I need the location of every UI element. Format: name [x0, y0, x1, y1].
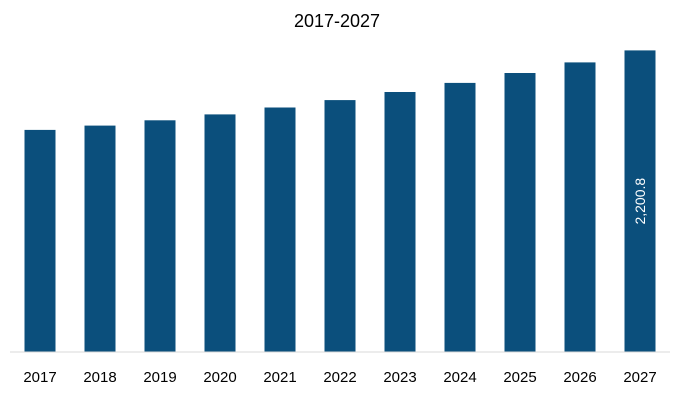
x-tick-labels: 2017 2018 2019 2020 2021 2022 2023 2024 2025 2026…	[23, 369, 656, 386]
x-tick-label-2023: 2023	[383, 369, 416, 386]
bar-2019	[144, 120, 176, 352]
x-tick-label-2018: 2018	[83, 369, 116, 386]
chart-title: 2017-2027	[294, 11, 380, 31]
x-tick-label-2021: 2021	[263, 369, 296, 386]
bar-2022	[324, 100, 356, 352]
bar-2021	[264, 107, 296, 352]
bars-group	[24, 50, 656, 353]
x-tick-label-2024: 2024	[443, 369, 476, 386]
x-tick-label-2026: 2026	[563, 369, 596, 386]
bar-2027	[624, 50, 656, 353]
bar-2026	[564, 62, 596, 353]
bar-2024	[444, 82, 476, 353]
x-tick-label-2027: 2027	[623, 369, 656, 386]
bar-2020	[204, 114, 236, 353]
x-tick-label-2025: 2025	[503, 369, 536, 386]
data-labels-group: 2,200.8	[632, 178, 648, 225]
bar-2025	[504, 73, 536, 352]
bar-2023	[384, 92, 416, 352]
x-tick-label-2022: 2022	[323, 369, 356, 386]
data-label-2027: 2,200.8	[632, 178, 648, 225]
bar-2017	[24, 129, 56, 352]
x-tick-label-2019: 2019	[143, 369, 176, 386]
bar-2018	[84, 125, 116, 352]
x-tick-label-2020: 2020	[203, 369, 236, 386]
x-tick-label-2017: 2017	[23, 369, 56, 386]
